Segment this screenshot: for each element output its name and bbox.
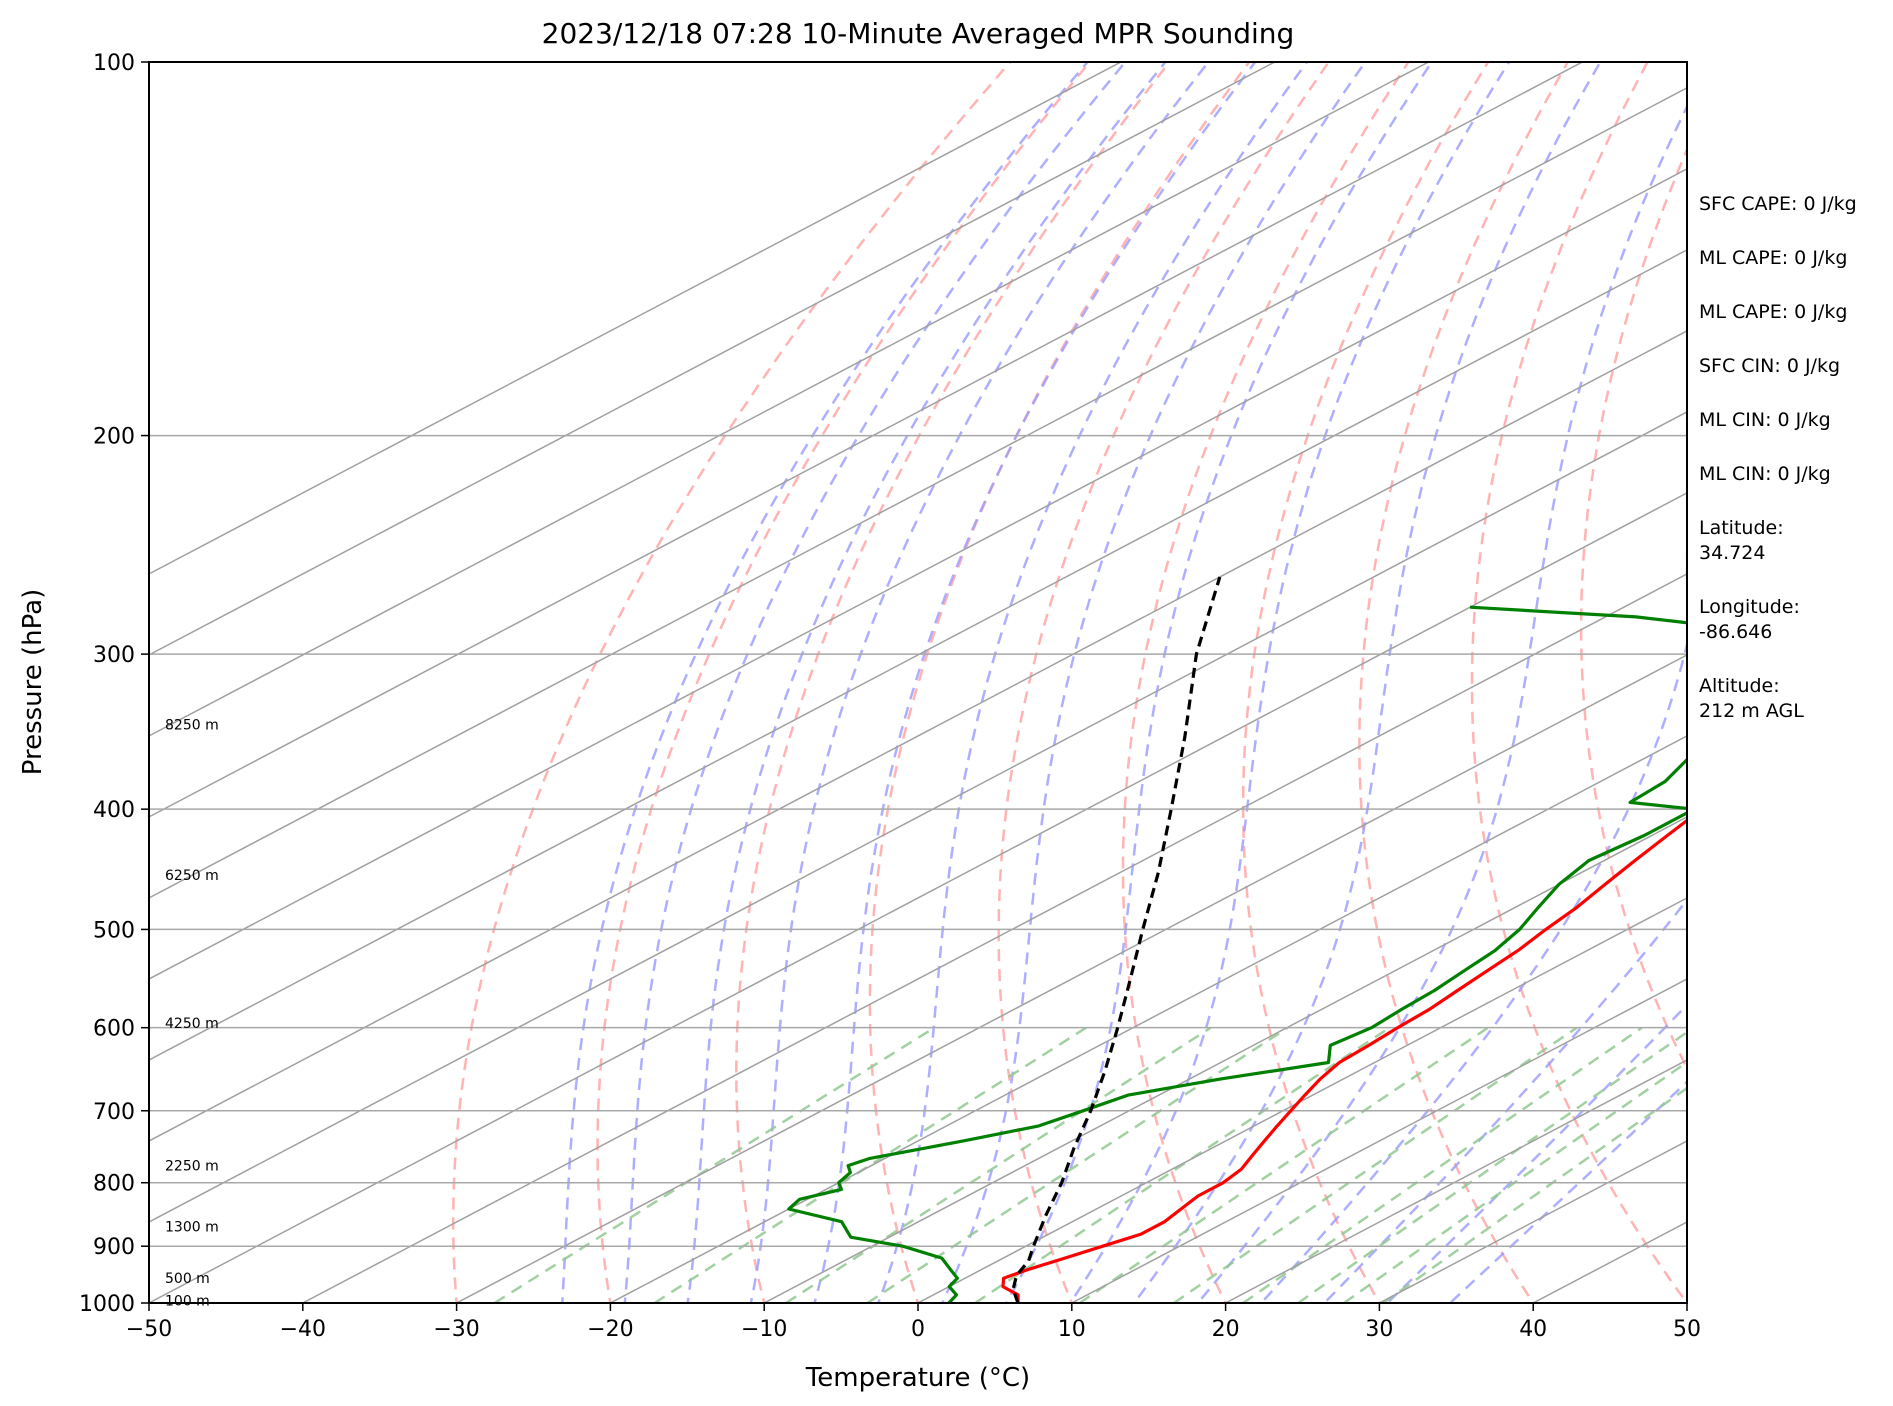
plot-background [149,62,1687,1303]
mixing-ratio-line [866,1026,1289,1303]
isotherm [149,411,1687,1223]
reference-lines [149,34,1893,1329]
isotherm [1791,34,1893,1329]
moist-adiabat [1385,1003,1687,1303]
height-label: 1300 m [165,1220,219,1236]
y-tick-label: 100 [93,51,135,76]
y-tick-label: 300 [93,643,135,668]
x-tick-label: 0 [911,1317,925,1342]
y-tick-label: 800 [93,1172,135,1197]
isotherm [149,330,1687,1142]
height-label: 8250 m [165,718,219,734]
x-tick-label: −40 [280,1317,326,1342]
height-label: 4250 m [165,1016,219,1032]
height-labels: 100 m 500 m 1300 m 2250 m 4250 m 6250 m 8250 m [165,718,219,1310]
mixing-ratio-line [1173,1026,1578,1303]
isotherm [149,62,1431,737]
sounding-parameters: SFC CAPE: 0 J/kg ML CAPE: 0 J/kg ML CAPE: … [1699,193,1857,722]
y-tick-label: 700 [93,1100,135,1125]
chart-title: 2023/12/18 07:28 10-Minute Averaged MPR … [542,17,1295,50]
temperature-profile [1001,818,1687,1303]
x-tick-label: −20 [587,1317,633,1342]
param-altitude: 212 m AGL [1699,700,1804,722]
moist-adiabat [561,62,1089,1303]
isotherm [149,492,1687,1303]
isotherm [454,654,1687,1303]
moist-adiabat [1259,639,1687,1303]
moist-adiabat [1068,62,1511,1303]
y-tick-label: 500 [93,918,135,943]
isotherm [149,87,1687,899]
param-altitude: Altitude: [1699,675,1780,697]
isotherm [762,816,1687,1303]
y-tick-label: 400 [93,798,135,823]
moist-adiabat [1132,62,1602,1303]
height-label: 6250 m [165,868,219,884]
isotherm [149,62,1277,656]
isotherm [149,62,1123,575]
y-tick-label: 600 [93,1017,135,1042]
moist-adiabat [749,62,1210,1303]
x-tick-label: 10 [1058,1317,1086,1342]
param-sfc-cape: SFC CAPE: 0 J/kg [1699,193,1857,215]
dewpoint-profile [787,605,1687,1303]
x-tick-label: 50 [1673,1317,1701,1342]
x-tick-label: 30 [1365,1317,1393,1342]
moist-adiabat [1196,103,1687,1303]
height-label: 500 m [165,1271,210,1287]
dry-adiabat [1470,62,1687,1303]
x-tick-label: −30 [433,1317,479,1342]
dry-adiabat [1121,62,1410,1303]
mixing-ratio-line [1078,1026,1489,1303]
param-longitude: -86.646 [1699,621,1772,643]
y-tick-label: 1000 [79,1292,135,1317]
dry-adiabat [1241,62,1490,1303]
moist-adiabat [686,62,1167,1303]
param-ml-cape-2: ML CAPE: 0 J/kg [1699,301,1847,323]
param-longitude: Longitude: [1699,596,1800,618]
param-sfc-cin: SFC CIN: 0 J/kg [1699,355,1840,377]
profile-lines [787,576,1687,1303]
height-label: 2250 m [165,1159,219,1175]
y-tick-label: 900 [93,1235,135,1260]
x-tick-label: −50 [126,1317,172,1342]
x-axis-title: Temperature (°C) [805,1363,1030,1393]
isotherm [916,897,1687,1303]
parcel-profile [1011,576,1222,1303]
param-latitude: 34.724 [1699,542,1765,564]
isotherm [149,168,1687,980]
y-axis-ticks: 100 200 300 400 500 600 700 800 900 1000 [79,51,149,1317]
isotherm [1223,1059,1687,1303]
moist-adiabat [1004,62,1433,1303]
isotherm [149,62,1584,818]
isotherm [608,735,1687,1303]
x-tick-label: −10 [741,1317,787,1342]
y-tick-label: 200 [93,425,135,450]
x-tick-label: 20 [1212,1317,1240,1342]
dry-adiabat [596,62,1091,1303]
moist-adiabat [813,62,1257,1303]
height-label: 100 m [165,1293,210,1309]
x-axis-ticks: −50 −40 −30 −20 −10 0 10 20 30 40 50 [126,1303,1701,1342]
moist-adiabat [623,62,1127,1303]
moist-adiabat [1448,1080,1687,1303]
param-ml-cape-1: ML CAPE: 0 J/kg [1699,247,1847,269]
isotherm [1070,978,1687,1303]
x-tick-label: 40 [1519,1317,1547,1342]
dry-adiabat [735,62,1171,1303]
mixing-ratio-line [974,1026,1391,1303]
dry-adiabat [1579,146,1687,1072]
param-ml-cin-2: ML CIN: 0 J/kg [1699,463,1831,485]
y-axis-title: Pressure (hPa) [18,589,48,776]
dry-adiabat [451,62,1012,1303]
param-ml-cin-1: ML CIN: 0 J/kg [1699,409,1831,431]
param-latitude: Latitude: [1699,517,1784,539]
isotherm [301,573,1687,1303]
